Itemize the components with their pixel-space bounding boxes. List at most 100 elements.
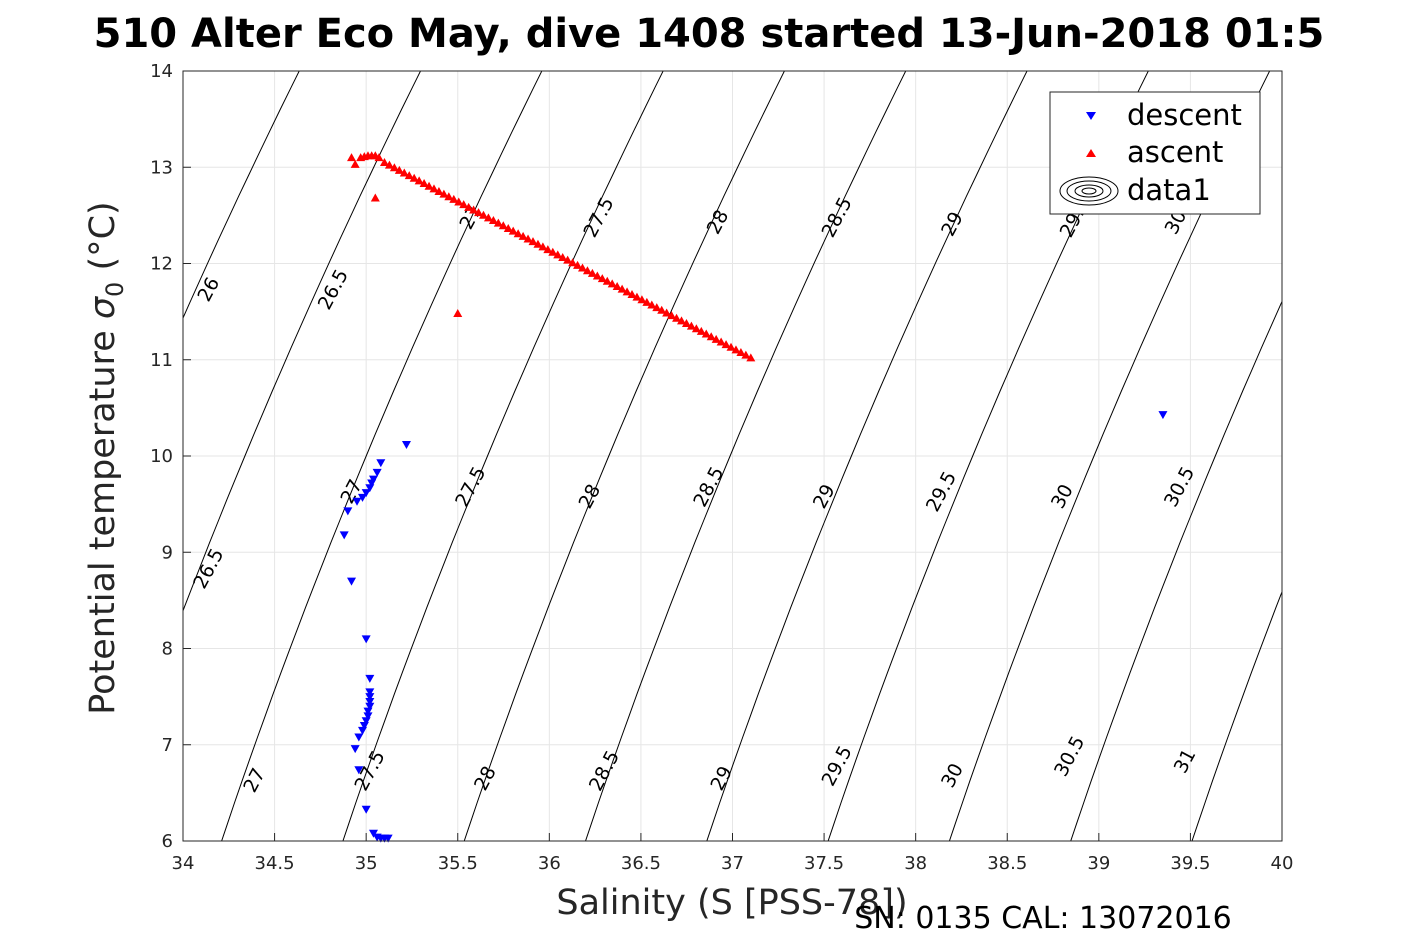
- ascent-point: [429, 184, 439, 193]
- ascent-point: [483, 213, 493, 222]
- ascent-point: [563, 255, 573, 264]
- y-axis-label-unit: (°C): [83, 201, 123, 281]
- ascent-point: [493, 218, 503, 227]
- descent-point: [401, 440, 411, 449]
- ascent-point: [459, 200, 469, 209]
- ascent-point: [711, 334, 721, 343]
- x-tick-label: 35: [355, 853, 378, 874]
- contour-line: [706, 71, 1028, 841]
- x-tick-label: 39: [1087, 853, 1110, 874]
- ascent-point: [419, 179, 429, 188]
- ascent-point: [464, 202, 474, 211]
- descent-point: [383, 834, 393, 843]
- descent-point: [365, 697, 375, 706]
- ascent-point: [503, 223, 513, 232]
- legend-descent-label: descent: [1127, 98, 1242, 132]
- ascent-point: [592, 271, 602, 280]
- ascent-point: [568, 258, 578, 267]
- chart-title: 510 Alter Eco May, dive 1408 started 13-…: [94, 11, 1325, 57]
- y-tick-label: 12: [150, 254, 173, 275]
- density-contours: [183, 71, 1282, 841]
- descent-point: [361, 805, 371, 814]
- ascent-point: [389, 163, 399, 172]
- descent-point: [365, 693, 375, 702]
- ascent-point: [672, 313, 682, 322]
- descent-point: [352, 497, 362, 506]
- y-tick-label: 11: [150, 350, 173, 371]
- descent-point: [365, 674, 375, 683]
- x-tick-label: 37: [721, 853, 744, 874]
- ascent-point: [414, 176, 424, 185]
- descent-point: [359, 722, 369, 730]
- ascent-point: [741, 350, 751, 359]
- x-tick-label: 35.5: [438, 853, 478, 874]
- contour-line: [342, 71, 664, 841]
- y-axis-label-subscript: 0: [101, 282, 129, 297]
- x-tick-label: 40: [1271, 853, 1294, 874]
- descent-point: [1158, 411, 1168, 420]
- x-tick-label: 34: [172, 853, 195, 874]
- ascent-point: [617, 284, 627, 293]
- ascent-point: [652, 303, 662, 312]
- y-tick-label: 7: [162, 735, 173, 756]
- ascent-point: [409, 173, 419, 182]
- ascent-point: [347, 153, 357, 162]
- descent-point: [365, 702, 375, 711]
- descent-point: [376, 459, 386, 468]
- x-tick-label: 38.5: [987, 853, 1027, 874]
- ascent-point: [379, 157, 389, 166]
- ascent-point: [394, 165, 404, 174]
- ascent-point: [622, 287, 632, 296]
- ascent-point: [374, 153, 384, 162]
- ascent-point: [607, 279, 617, 288]
- ascent-point: [488, 216, 498, 225]
- ascent-point: [706, 332, 716, 341]
- ascent-point: [657, 305, 667, 314]
- y-axis-ticks: 6 7 8 9 10 11 12 13 14: [150, 61, 191, 852]
- ascent-point: [578, 263, 588, 272]
- descent-point: [367, 479, 377, 488]
- descent-point: [363, 712, 373, 721]
- contour-line: [183, 71, 300, 320]
- ascent-point: [726, 342, 736, 351]
- ascent-point: [518, 231, 528, 240]
- ascent-point: [587, 268, 597, 277]
- ascent-point: [647, 300, 657, 309]
- ascent-point: [662, 308, 672, 317]
- ascent-point: [439, 189, 449, 198]
- descent-point: [339, 531, 349, 540]
- ascent-point: [686, 321, 696, 330]
- descent-point: [358, 726, 368, 735]
- calibration-footer: SN: 0135 CAL: 13072016: [854, 901, 1232, 936]
- contour-line: [1070, 300, 1282, 841]
- ascent-point: [602, 276, 612, 285]
- ascent-point: [384, 160, 394, 169]
- ascent-point: [691, 324, 701, 333]
- ascent-point: [508, 226, 518, 235]
- ascent-point: [548, 247, 558, 256]
- ascent-point: [538, 242, 548, 251]
- ascent-point: [474, 208, 484, 217]
- ascent-point: [736, 348, 746, 357]
- descent-point: [358, 493, 368, 502]
- descent-point: [347, 577, 357, 586]
- ascent-point: [701, 329, 711, 338]
- legend-data1-label: data1: [1127, 173, 1211, 207]
- descent-point: [365, 688, 375, 697]
- ascent-point: [434, 186, 444, 195]
- ascent-point: [721, 340, 731, 349]
- ascent-point: [677, 316, 687, 325]
- legend: descent ascent data1: [1049, 91, 1261, 215]
- x-tick-label: 34.5: [255, 853, 295, 874]
- ascent-point: [469, 205, 479, 214]
- x-tick-label: 36: [538, 853, 561, 874]
- contour-line: [1191, 590, 1282, 841]
- y-axis-label: Potential temperature σ0 (°C): [83, 201, 129, 714]
- ascent-point: [498, 221, 508, 230]
- contour-line: [463, 71, 785, 841]
- descent-point: [372, 468, 382, 477]
- ascent-point: [478, 210, 488, 219]
- ascent-point: [627, 289, 637, 298]
- descent-point: [354, 766, 364, 775]
